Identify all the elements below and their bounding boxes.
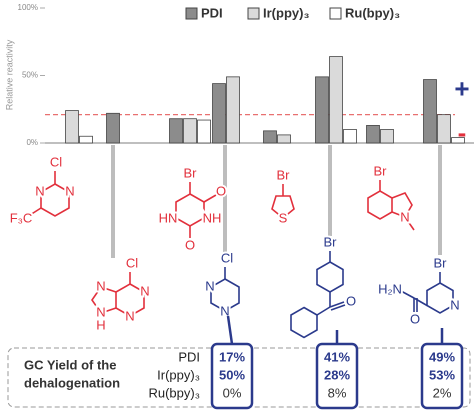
cell: 8% [328, 385, 347, 400]
yield-box [420, 342, 464, 410]
table-title: dehalogenation [24, 375, 120, 390]
atom-label: Br [184, 165, 198, 180]
legend-label: Ru(bpy)₃ [345, 5, 400, 20]
molecule: Br O NH HN O [157, 163, 228, 254]
bar [263, 130, 277, 144]
atom-label: N [125, 308, 134, 323]
atom-label: NH [203, 210, 222, 225]
atom-label: N [140, 283, 149, 298]
y-axis-title: Relative reactivity [4, 39, 14, 110]
bar [366, 125, 380, 144]
row-label: PDI [178, 349, 200, 364]
atom-label: O [346, 293, 356, 308]
legend-swatch [329, 7, 342, 20]
atom-label: Br [277, 167, 291, 182]
bar [79, 135, 93, 144]
bar [197, 119, 211, 144]
cell: 41% [324, 349, 350, 364]
bar [423, 79, 437, 144]
bar [169, 118, 183, 144]
atom-label: S [279, 210, 288, 225]
molecule: Br N [367, 161, 415, 231]
y-tick-label: 100% [18, 3, 38, 12]
y-tick-label: 0% [26, 138, 38, 147]
molecule: Br S [271, 165, 295, 227]
bar [380, 129, 394, 144]
cell: 49% [429, 349, 455, 364]
annotation: - [458, 118, 467, 148]
atom-label: Cl [50, 154, 62, 169]
yield-box [210, 342, 254, 410]
bar [212, 83, 226, 144]
bar [226, 76, 240, 144]
row-label: Ir(ppy)₃ [157, 367, 200, 382]
atom-label: Br [324, 234, 338, 249]
atom-label: O [216, 183, 226, 198]
cell: 50% [219, 367, 245, 382]
cell: 53% [429, 367, 455, 382]
bar [437, 114, 451, 144]
bar [329, 56, 343, 144]
annotation: + [454, 74, 469, 104]
molecule: Br N H₂N O [376, 253, 462, 328]
y-tick-label: 50% [22, 71, 38, 80]
cell: 2% [433, 385, 452, 400]
atom-label: N [96, 278, 105, 293]
atom-label: Br [374, 163, 388, 178]
legend-swatch [247, 7, 260, 20]
atom-label: Cl [221, 250, 233, 265]
cell: 0% [223, 385, 242, 400]
atom-label: H [96, 317, 105, 332]
cell: 28% [324, 367, 350, 382]
bar [65, 110, 79, 144]
atom-label: N [450, 297, 459, 312]
atom-label: N [400, 209, 409, 224]
atom-label: N [220, 303, 229, 318]
bar [315, 76, 329, 144]
bar [277, 134, 291, 144]
atom-label: Br [434, 255, 448, 270]
atom-label: N [35, 183, 44, 198]
bar [106, 112, 120, 144]
molecule: Cl N N [203, 248, 240, 320]
table-title: GC Yield of the [24, 357, 116, 372]
bar [343, 129, 357, 144]
bar [183, 118, 197, 144]
molecule: Cl N N N N H [91, 253, 152, 334]
atom-label: H₂N [378, 281, 402, 296]
yield-box [315, 342, 359, 410]
atom-label: O [410, 311, 420, 326]
cell: 17% [219, 349, 245, 364]
bar [451, 137, 465, 144]
legend-swatch [185, 7, 198, 20]
molecule: Cl N N F₃C [8, 152, 77, 227]
atom-label: N [65, 183, 74, 198]
atom-label: HN [159, 210, 178, 225]
molecule: Br O [290, 232, 358, 339]
legend-label: Ir(ppy)₃ [263, 5, 309, 20]
row-label: Ru(bpy)₃ [148, 385, 200, 400]
atom-label: F₃C [10, 210, 33, 225]
atom-label: O [185, 237, 195, 252]
atom-label: Cl [126, 255, 138, 270]
connector [226, 315, 234, 345]
atom-label: N [96, 304, 105, 319]
legend-label: PDI [201, 5, 223, 20]
atom-label: N [205, 278, 214, 293]
